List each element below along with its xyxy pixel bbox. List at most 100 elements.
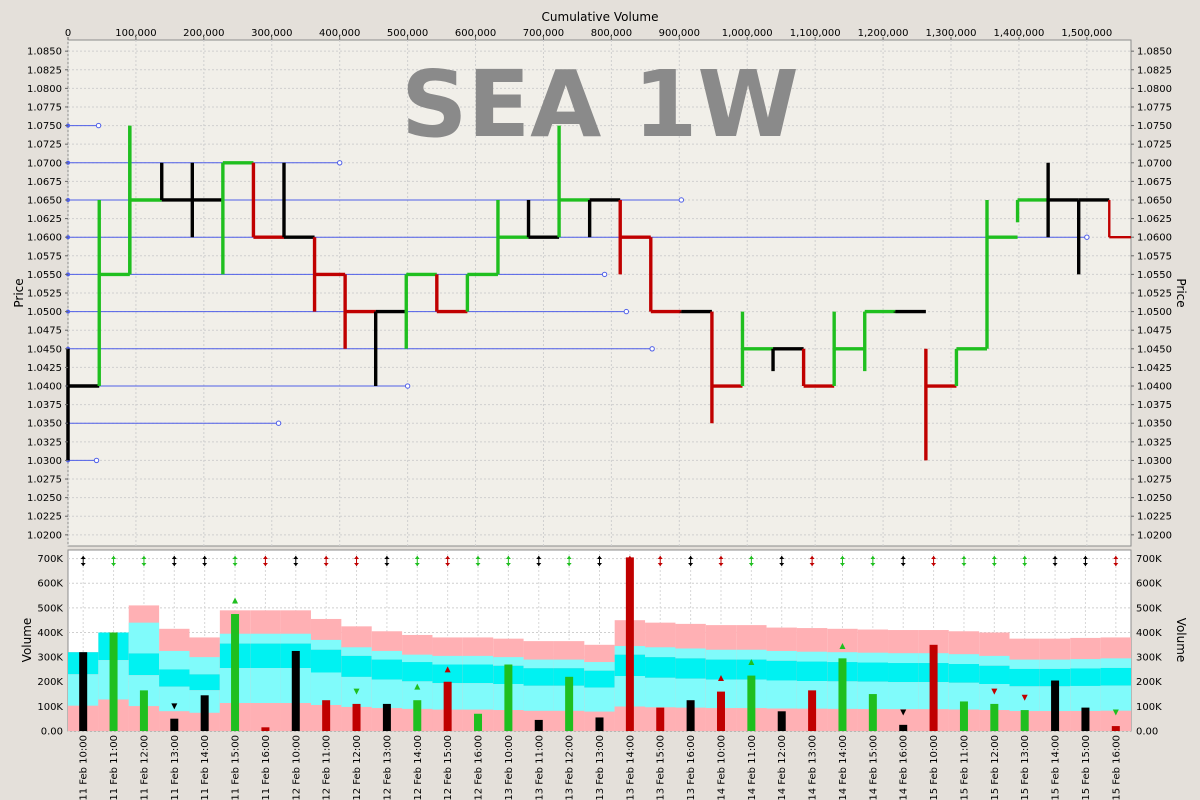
direction-marker-head <box>931 556 937 559</box>
volume-tick-label-right: 100K <box>1136 702 1162 713</box>
signal-triangle <box>414 683 421 690</box>
direction-marker-head <box>900 556 906 559</box>
time-tick-label: 13 Feb 13:00 <box>595 735 606 800</box>
volume-tick-label-right: 0.00 <box>1136 727 1158 738</box>
time-tick-label: 13 Feb 14:00 <box>625 735 636 800</box>
direction-marker-head <box>748 556 754 559</box>
price-tick-label-left: 1.0675 <box>27 177 62 188</box>
cum-tick-label: 700,000 <box>523 28 564 39</box>
signal-triangle <box>900 709 907 716</box>
signal-triangle <box>748 659 755 666</box>
price-tick-label-left: 1.0525 <box>27 289 62 300</box>
price-axis-label-left: Price <box>12 278 26 307</box>
volume-axis-label-left: Volume <box>20 618 34 663</box>
volume-bar <box>990 703 999 731</box>
price-tick-label-left: 1.0400 <box>27 382 62 393</box>
volume-band-cyan-light <box>888 653 919 664</box>
price-tick-label-left: 1.0475 <box>27 326 62 337</box>
time-tick-label: 14 Feb 13:00 <box>808 735 819 800</box>
direction-marker-head <box>414 556 420 559</box>
volume-bar <box>868 694 877 731</box>
volume-bar <box>231 614 240 731</box>
direction-marker-head <box>718 556 724 559</box>
volume-band-cyan-light <box>523 659 554 669</box>
price-tick-label-right: 1.0500 <box>1137 307 1172 318</box>
watermark: SEA 1W <box>401 51 799 158</box>
signal-triangle <box>353 688 360 695</box>
time-tick-label: 12 Feb 11:00 <box>322 735 333 800</box>
direction-marker-tail <box>870 563 876 566</box>
price-tick-label-right: 1.0700 <box>1137 158 1172 169</box>
volume-tick-label-left: 600K <box>37 579 63 590</box>
signal-triangle <box>1112 709 1119 716</box>
price-tick-label-right: 1.0825 <box>1137 65 1172 76</box>
volume-bar <box>534 719 543 731</box>
volume-band-cyan-light <box>462 655 494 665</box>
volume-bar <box>716 691 725 731</box>
direction-marker-tail <box>657 563 663 566</box>
cum-tick-label: 0 <box>65 28 71 39</box>
price-tick-label-left: 1.0725 <box>27 140 62 151</box>
direction-marker-tail <box>505 563 511 566</box>
direction-marker-tail <box>1082 563 1088 566</box>
signal-triangle <box>232 597 239 604</box>
price-tick-label-right: 1.0525 <box>1137 289 1172 300</box>
volume-band-cyan-mid <box>128 653 160 676</box>
direction-marker-head <box>111 556 117 559</box>
volume-band-cyan-light <box>432 655 463 665</box>
price-tick-label-right: 1.0475 <box>1137 326 1172 337</box>
cum-tick-label: 500,000 <box>387 28 428 39</box>
time-tick-label: 13 Feb 15:00 <box>656 735 667 800</box>
cum-tick-label: 300,000 <box>251 28 292 39</box>
price-tick-label-left: 1.0450 <box>27 344 62 355</box>
price-tick-label-left: 1.0375 <box>27 400 62 411</box>
volume-band-cyan-mid <box>1070 668 1101 686</box>
price-tick-label-left: 1.0600 <box>27 233 62 244</box>
volume-band-cyan-mid <box>948 664 980 683</box>
direction-marker-tail <box>779 563 785 566</box>
volume-bar <box>352 703 361 731</box>
volume-band-cyan-mid <box>189 674 220 691</box>
volume-bar <box>777 711 786 731</box>
cum-tick-label: 600,000 <box>455 28 496 39</box>
volume-band-cyan-mid <box>766 660 797 681</box>
direction-marker-tail <box>414 563 420 566</box>
price-tick-label-right: 1.0650 <box>1137 195 1172 206</box>
direction-marker-tail <box>597 563 602 566</box>
volume-band-cyan-lower <box>1100 685 1131 711</box>
price-tick-label-right: 1.0575 <box>1137 251 1172 262</box>
time-tick-label: 14 Feb 16:00 <box>899 735 910 800</box>
direction-marker-head <box>293 556 299 559</box>
volume-band-cyan-light <box>128 622 160 654</box>
direction-marker-head <box>1113 556 1119 559</box>
volume-band-cyan-mid <box>1039 668 1071 687</box>
price-tick-label-right: 1.0425 <box>1137 363 1172 374</box>
direction-marker-tail <box>475 563 481 566</box>
direction-marker-tail <box>445 563 451 566</box>
price-tick-label-left: 1.0325 <box>27 437 62 448</box>
direction-marker-head <box>202 556 208 559</box>
time-tick-label: 11 Feb 13:00 <box>170 735 181 800</box>
direction-marker-head <box>870 556 876 559</box>
cum-tick-label: 1,500,000 <box>1061 28 1112 39</box>
volume-band-cyan-mid <box>371 659 403 680</box>
time-tick-label: 12 Feb 12:00 <box>352 735 363 800</box>
price-tick-label-right: 1.0375 <box>1137 400 1172 411</box>
volume-band-cyan-lower <box>888 682 919 710</box>
direction-marker-head <box>384 556 390 559</box>
cum-tick-label: 1,200,000 <box>858 28 909 39</box>
price-tick-label-right: 1.0725 <box>1137 140 1172 151</box>
direction-marker-tail <box>566 563 572 566</box>
volume-bar <box>322 700 331 731</box>
price-axis-label-right: Price <box>1174 278 1188 307</box>
volume-bar <box>139 690 148 731</box>
volume-bar <box>1081 707 1090 731</box>
volume-bar <box>808 690 817 731</box>
direction-marker-tail <box>961 563 967 566</box>
volume-band-cyan-light <box>1100 658 1131 668</box>
signal-triangle <box>444 666 451 673</box>
price-tick-label-left: 1.0425 <box>27 363 62 374</box>
volume-profile-end-dot <box>623 308 630 315</box>
cum-tick-label: 200,000 <box>183 28 224 39</box>
time-tick-label: 12 Feb 15:00 <box>443 735 454 800</box>
